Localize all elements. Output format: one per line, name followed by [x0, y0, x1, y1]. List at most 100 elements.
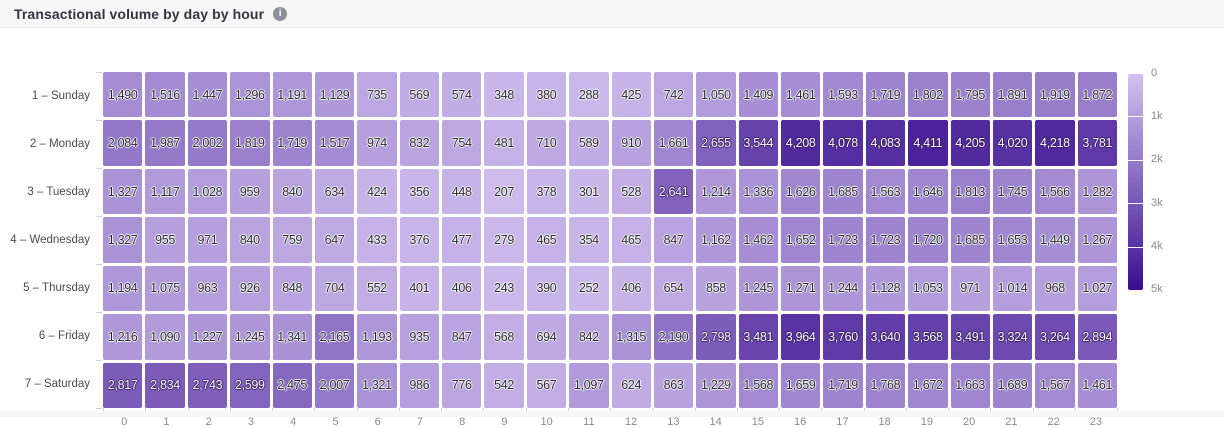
heatmap-cell[interactable]: 735 [357, 72, 397, 118]
heatmap-cell[interactable]: 1,336 [738, 168, 778, 215]
heatmap-cell[interactable]: 1,568 [738, 362, 778, 408]
heatmap-cell[interactable]: 848 [272, 265, 312, 312]
heatmap-cell[interactable]: 1,245 [738, 265, 778, 312]
heatmap-cell[interactable]: 910 [611, 120, 651, 166]
heatmap-cell[interactable]: 4,020 [992, 120, 1033, 166]
heatmap-cell[interactable]: 1,626 [781, 168, 821, 215]
heatmap-cell[interactable]: 847 [653, 217, 694, 263]
heatmap-cell[interactable]: 406 [611, 265, 651, 312]
heatmap-cell[interactable]: 634 [314, 168, 355, 215]
heatmap-cell[interactable]: 1,462 [738, 217, 778, 263]
heatmap-cell[interactable]: 3,964 [781, 314, 821, 360]
heatmap-cell[interactable]: 1,685 [823, 168, 863, 215]
heatmap-cell[interactable]: 1,723 [823, 217, 863, 263]
heatmap-cell[interactable]: 1,194 [103, 265, 143, 312]
heatmap-cell[interactable]: 959 [230, 168, 270, 215]
heatmap-cell[interactable]: 4,078 [823, 120, 863, 166]
heatmap-cell[interactable]: 1,689 [992, 362, 1033, 408]
heatmap-cell[interactable]: 2,007 [314, 362, 355, 408]
heatmap-cell[interactable]: 542 [484, 362, 524, 408]
heatmap-cell[interactable]: 926 [230, 265, 270, 312]
heatmap-cell[interactable]: 356 [399, 168, 439, 215]
heatmap-cell[interactable]: 1,271 [781, 265, 821, 312]
heatmap-cell[interactable]: 840 [230, 217, 270, 263]
heatmap-cell[interactable]: 1,563 [865, 168, 906, 215]
heatmap-cell[interactable]: 4,083 [865, 120, 906, 166]
heatmap-cell[interactable]: 3,760 [823, 314, 863, 360]
heatmap-cell[interactable]: 704 [314, 265, 355, 312]
heatmap-cell[interactable]: 1,214 [696, 168, 736, 215]
heatmap-cell[interactable]: 1,447 [187, 72, 228, 118]
heatmap-cell[interactable]: 1,745 [992, 168, 1033, 215]
heatmap-cell[interactable]: 380 [526, 72, 567, 118]
heatmap-cell[interactable]: 2,165 [314, 314, 355, 360]
heatmap-cell[interactable]: 858 [696, 265, 736, 312]
heatmap-cell[interactable]: 465 [526, 217, 567, 263]
heatmap-cell[interactable]: 1,128 [865, 265, 906, 312]
heatmap-cell[interactable]: 2,002 [187, 120, 228, 166]
heatmap-cell[interactable]: 1,327 [103, 168, 143, 215]
heatmap-cell[interactable]: 1,566 [1035, 168, 1075, 215]
heatmap-cell[interactable]: 301 [569, 168, 609, 215]
heatmap-cell[interactable]: 1,719 [823, 362, 863, 408]
heatmap-cell[interactable]: 654 [653, 265, 694, 312]
heatmap-cell[interactable]: 2,834 [145, 362, 185, 408]
heatmap-cell[interactable]: 279 [484, 217, 524, 263]
heatmap-cell[interactable]: 3,491 [950, 314, 990, 360]
heatmap-cell[interactable]: 1,341 [272, 314, 312, 360]
heatmap-cell[interactable]: 569 [399, 72, 439, 118]
heatmap-cell[interactable]: 1,987 [145, 120, 185, 166]
heatmap-cell[interactable]: 1,813 [950, 168, 990, 215]
heatmap-cell[interactable]: 1,663 [950, 362, 990, 408]
heatmap-cell[interactable]: 971 [950, 265, 990, 312]
heatmap-cell[interactable]: 252 [569, 265, 609, 312]
heatmap-cell[interactable]: 1,097 [569, 362, 609, 408]
heatmap-cell[interactable]: 971 [187, 217, 228, 263]
heatmap-cell[interactable]: 401 [399, 265, 439, 312]
heatmap-cell[interactable]: 1,075 [145, 265, 185, 312]
heatmap-cell[interactable]: 1,517 [314, 120, 355, 166]
heatmap-cell[interactable]: 1,027 [1077, 265, 1117, 312]
heatmap-cell[interactable]: 1,659 [781, 362, 821, 408]
heatmap-cell[interactable]: 1,461 [1077, 362, 1117, 408]
heatmap-cell[interactable]: 3,264 [1035, 314, 1075, 360]
heatmap-cell[interactable]: 574 [442, 72, 482, 118]
heatmap-cell[interactable]: 1,567 [1035, 362, 1075, 408]
heatmap-cell[interactable]: 2,817 [103, 362, 143, 408]
heatmap-cell[interactable]: 1,191 [272, 72, 312, 118]
heatmap-cell[interactable]: 842 [569, 314, 609, 360]
heatmap-cell[interactable]: 567 [526, 362, 567, 408]
heatmap-cell[interactable]: 1,216 [103, 314, 143, 360]
heatmap-cell[interactable]: 1,053 [908, 265, 948, 312]
heatmap-cell[interactable]: 2,599 [230, 362, 270, 408]
heatmap-cell[interactable]: 425 [611, 72, 651, 118]
heatmap-cell[interactable]: 2,743 [187, 362, 228, 408]
heatmap-cell[interactable]: 1,129 [314, 72, 355, 118]
heatmap-cell[interactable]: 963 [187, 265, 228, 312]
heatmap-cell[interactable]: 3,781 [1077, 120, 1117, 166]
heatmap-cell[interactable]: 1,719 [272, 120, 312, 166]
heatmap-cell[interactable]: 3,568 [908, 314, 948, 360]
heatmap-cell[interactable]: 1,267 [1077, 217, 1117, 263]
heatmap-cell[interactable]: 1,720 [908, 217, 948, 263]
heatmap-cell[interactable]: 354 [569, 217, 609, 263]
heatmap-cell[interactable]: 974 [357, 120, 397, 166]
heatmap-cell[interactable]: 742 [653, 72, 694, 118]
heatmap-cell[interactable]: 1,090 [145, 314, 185, 360]
heatmap-cell[interactable]: 4,208 [781, 120, 821, 166]
heatmap-cell[interactable]: 776 [442, 362, 482, 408]
heatmap-cell[interactable]: 1,014 [992, 265, 1033, 312]
heatmap-cell[interactable]: 647 [314, 217, 355, 263]
heatmap-cell[interactable]: 406 [442, 265, 482, 312]
heatmap-cell[interactable]: 528 [611, 168, 651, 215]
heatmap-cell[interactable]: 4,218 [1035, 120, 1075, 166]
heatmap-cell[interactable]: 1,891 [992, 72, 1033, 118]
heatmap-cell[interactable]: 1,162 [696, 217, 736, 263]
heatmap-cell[interactable]: 1,819 [230, 120, 270, 166]
heatmap-cell[interactable]: 552 [357, 265, 397, 312]
heatmap-cell[interactable]: 1,296 [230, 72, 270, 118]
heatmap-cell[interactable]: 1,028 [187, 168, 228, 215]
heatmap-cell[interactable]: 1,193 [357, 314, 397, 360]
heatmap-cell[interactable]: 2,084 [103, 120, 143, 166]
info-icon[interactable]: i [273, 6, 288, 21]
